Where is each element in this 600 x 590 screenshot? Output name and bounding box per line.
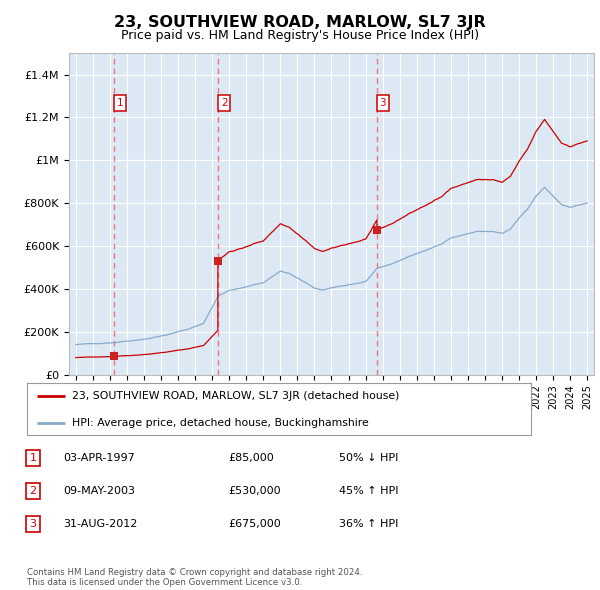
Text: HPI: Average price, detached house, Buckinghamshire: HPI: Average price, detached house, Buck…: [73, 418, 369, 428]
Text: 50% ↓ HPI: 50% ↓ HPI: [339, 453, 398, 463]
Text: Price paid vs. HM Land Registry's House Price Index (HPI): Price paid vs. HM Land Registry's House …: [121, 29, 479, 42]
Text: 31-AUG-2012: 31-AUG-2012: [63, 519, 137, 529]
Text: 23, SOUTHVIEW ROAD, MARLOW, SL7 3JR (detached house): 23, SOUTHVIEW ROAD, MARLOW, SL7 3JR (det…: [73, 391, 400, 401]
Text: £530,000: £530,000: [228, 486, 281, 496]
Text: 36% ↑ HPI: 36% ↑ HPI: [339, 519, 398, 529]
Text: 45% ↑ HPI: 45% ↑ HPI: [339, 486, 398, 496]
Text: 2: 2: [221, 98, 227, 108]
Text: Contains HM Land Registry data © Crown copyright and database right 2024.
This d: Contains HM Land Registry data © Crown c…: [27, 568, 362, 587]
Text: 1: 1: [29, 453, 37, 463]
Text: 03-APR-1997: 03-APR-1997: [63, 453, 135, 463]
Text: 3: 3: [29, 519, 37, 529]
Text: £85,000: £85,000: [228, 453, 274, 463]
Text: 09-MAY-2003: 09-MAY-2003: [63, 486, 135, 496]
Text: 3: 3: [379, 98, 386, 108]
Text: 2: 2: [29, 486, 37, 496]
Text: 23, SOUTHVIEW ROAD, MARLOW, SL7 3JR: 23, SOUTHVIEW ROAD, MARLOW, SL7 3JR: [114, 15, 486, 30]
Text: £675,000: £675,000: [228, 519, 281, 529]
Text: 1: 1: [117, 98, 124, 108]
